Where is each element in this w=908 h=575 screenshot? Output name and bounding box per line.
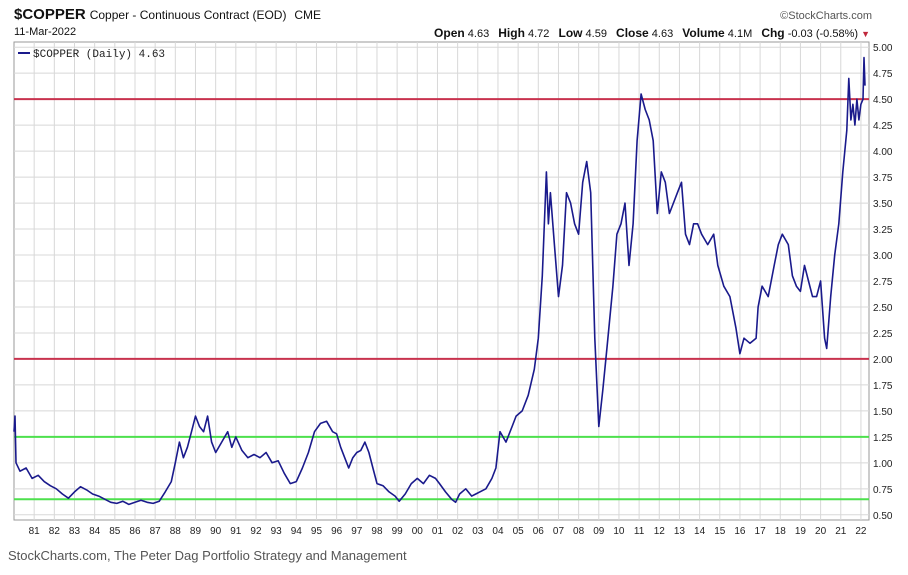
low-label: Low <box>558 26 583 40</box>
y-tick-label: 1.75 <box>873 381 893 392</box>
open-value: 4.63 <box>467 28 490 40</box>
legend-label: $COPPER (Daily) 4.63 <box>33 49 165 61</box>
x-tick-label: 02 <box>452 526 464 537</box>
brand-watermark: ©StockCharts.com <box>780 10 872 22</box>
chart-date: 11-Mar-2022 <box>14 26 77 38</box>
high-label: High <box>498 26 525 40</box>
source-caption: StockCharts.com, The Peter Dag Portfolio… <box>8 548 407 563</box>
open-label: Open <box>434 26 465 40</box>
y-tick-label: 3.50 <box>873 199 893 210</box>
x-tick-label: 03 <box>472 526 484 537</box>
y-tick-label: 5.00 <box>873 43 893 54</box>
x-tick-label: 99 <box>392 526 404 537</box>
x-tick-label: 14 <box>694 526 706 537</box>
y-axis-tick-labels: 0.50 0.75 1.00 1.25 1.50 1.75 2.00 2.25 2.50 2.75… <box>873 43 893 522</box>
series-line <box>13 56 866 506</box>
price-series <box>13 56 866 506</box>
x-tick-label: 84 <box>89 526 101 537</box>
close-label: Close <box>616 26 649 40</box>
y-tick-label: 4.00 <box>873 147 893 158</box>
y-tick-label: 4.75 <box>873 69 893 80</box>
x-tick-label: 10 <box>613 526 625 537</box>
x-tick-label: 21 <box>835 526 847 537</box>
reference-lines <box>14 98 869 501</box>
x-tick-label: 16 <box>734 526 746 537</box>
y-tick-label: 4.25 <box>873 121 893 132</box>
x-tick-label: 95 <box>311 526 323 537</box>
y-tick-label: 2.50 <box>873 303 893 314</box>
y-tick-label: 2.75 <box>873 277 893 288</box>
x-tick-label: 87 <box>150 526 162 537</box>
x-tick-label: 12 <box>654 526 666 537</box>
chg-value: -0.03 (-0.58%) <box>787 28 859 40</box>
x-tick-label: 98 <box>371 526 383 537</box>
x-tick-label: 85 <box>109 526 121 537</box>
x-tick-label: 15 <box>714 526 726 537</box>
x-tick-label: 88 <box>170 526 182 537</box>
x-tick-label: 82 <box>49 526 61 537</box>
x-tick-label: 04 <box>492 526 504 537</box>
close-value: 4.63 <box>651 28 674 40</box>
x-tick-label: 11 <box>634 526 645 537</box>
chg-label: Chg <box>761 26 785 40</box>
chg-down-arrow-icon: ▼ <box>861 29 870 39</box>
x-tick-label: 83 <box>69 526 81 537</box>
quote-bar: Open 4.63 High 4.72 Low 4.59 Close 4.63 … <box>428 26 870 40</box>
description-label: Copper - Continuous Contract (EOD) <box>89 8 287 22</box>
volume-label: Volume <box>682 26 725 40</box>
exchange-label: CME <box>294 8 322 22</box>
x-tick-label: 01 <box>432 526 444 537</box>
x-tick-label: 91 <box>230 526 242 537</box>
y-tick-label: 3.00 <box>873 251 893 262</box>
y-tick-label: 1.00 <box>873 459 893 470</box>
x-tick-label: 97 <box>351 526 363 537</box>
y-tick-label: 1.50 <box>873 407 893 418</box>
y-tick-label: 1.25 <box>873 433 893 444</box>
x-tick-label: 22 <box>855 526 867 537</box>
x-tick-label: 06 <box>533 526 545 537</box>
x-tick-label: 96 <box>331 526 343 537</box>
x-tick-label: 18 <box>775 526 787 537</box>
y-tick-label: 4.50 <box>873 95 893 106</box>
x-tick-label: 19 <box>795 526 807 537</box>
x-tick-label: 92 <box>250 526 262 537</box>
x-tick-label: 20 <box>815 526 827 537</box>
x-tick-label: 86 <box>129 526 141 537</box>
volume-value: 4.1M <box>727 28 753 40</box>
high-value: 4.72 <box>528 28 550 40</box>
chart-title: $COPPER Copper - Continuous Contract (EOD… <box>14 6 321 23</box>
y-tick-label: 3.75 <box>873 173 893 184</box>
x-axis-tick-labels: 81 82 83 84 85 86 87 88 89 90 91 92 93 94 95 96 97 98 99 00… <box>29 526 867 537</box>
y-tick-label: 0.75 <box>873 485 893 496</box>
y-tick-label: 0.50 <box>873 511 893 522</box>
x-tick-label: 90 <box>210 526 222 537</box>
x-tick-label: 94 <box>291 526 303 537</box>
x-tick-label: 81 <box>29 526 41 537</box>
x-tick-label: 13 <box>674 526 686 537</box>
low-value: 4.59 <box>585 28 607 40</box>
y-tick-label: 2.00 <box>873 355 893 366</box>
x-tick-label: 00 <box>412 526 424 537</box>
x-tick-label: 89 <box>190 526 202 537</box>
x-tick-label: 07 <box>553 526 565 537</box>
y-tick-label: 2.25 <box>873 329 893 340</box>
chart-legend: $COPPER (Daily) 4.63 <box>18 49 165 61</box>
x-tick-label: 08 <box>573 526 585 537</box>
y-tick-label: 3.25 <box>873 225 893 236</box>
x-tick-label: 17 <box>755 526 767 537</box>
x-tick-label: 93 <box>271 526 283 537</box>
symbol-label: $COPPER <box>14 6 86 23</box>
x-tick-label: 09 <box>593 526 605 537</box>
x-tick-label: 05 <box>513 526 525 537</box>
